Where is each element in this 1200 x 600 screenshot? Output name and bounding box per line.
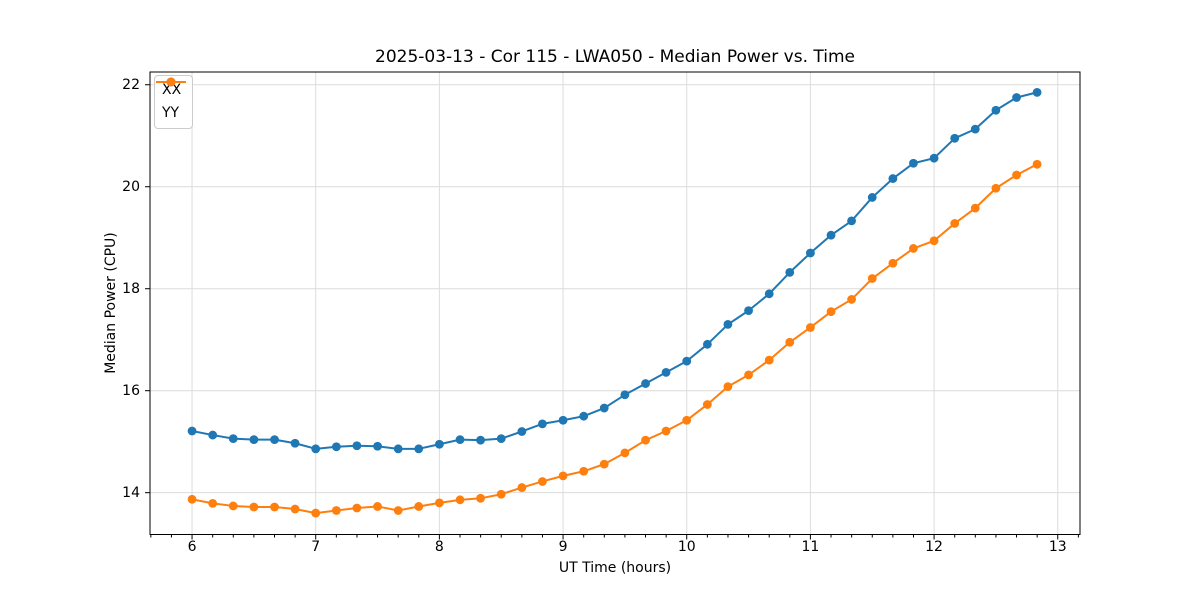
- y-tick-label: 16: [122, 383, 140, 399]
- series-markers-XX: [187, 87, 1042, 454]
- x-tick-label: 12: [925, 539, 943, 555]
- axes-spines: [149, 71, 1081, 535]
- chart-title: 2025-03-13 - Cor 115 - LWA050 - Median P…: [375, 47, 855, 67]
- y-tick-label: 22: [122, 77, 140, 93]
- y-tick-label: 20: [122, 179, 140, 195]
- series-line-XX: [191, 91, 1038, 450]
- x-tick-label: 9: [559, 539, 568, 555]
- x-tick-label: 6: [188, 539, 197, 555]
- legend-line-marker-icon: [156, 77, 186, 87]
- series-line-YY: [191, 163, 1038, 515]
- x-tick-label: 13: [1049, 539, 1067, 555]
- y-tick-label: 14: [122, 485, 140, 501]
- y-tick-label: 18: [122, 281, 140, 297]
- legend-label: XX: [162, 82, 182, 98]
- tick-labels: 6 7 8 9 10 11 12 13 14 16 18 20 22: [122, 77, 1066, 555]
- x-tick-label: 11: [801, 539, 819, 555]
- x-tick-label: 8: [435, 539, 444, 555]
- legend: XX YY: [154, 75, 194, 129]
- x-tick-label: 10: [678, 539, 696, 555]
- series-markers-YY: [187, 159, 1042, 518]
- legend-entry-yy: YY: [156, 77, 186, 123]
- x-tick-label: 7: [311, 539, 320, 555]
- ticks: [145, 84, 1079, 540]
- legend-label: YY: [162, 105, 180, 121]
- x-axis-label: UT Time (hours): [558, 560, 672, 576]
- gridlines: [150, 72, 1080, 535]
